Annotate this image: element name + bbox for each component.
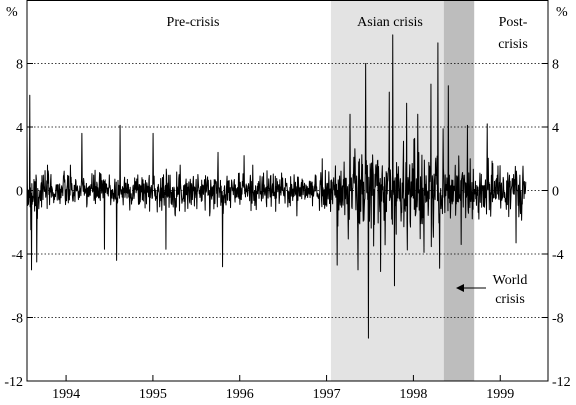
series-layer	[26, 34, 527, 339]
asian-crisis-label: Asian crisis	[357, 15, 423, 30]
world-crisis-label-line1: World	[493, 273, 528, 288]
post-crisis-label-line2: crisis	[498, 37, 528, 52]
ytick-left-label-1: -8	[11, 312, 23, 327]
xtick-label-4: 1998	[399, 387, 427, 400]
xtick-label-2: 1996	[226, 387, 254, 400]
ytick-right-label-2: -4	[552, 248, 564, 263]
left-unit-label: %	[6, 5, 18, 20]
pre-crisis-label: Pre-crisis	[167, 15, 220, 30]
series-line-0	[26, 34, 527, 339]
ytick-right-label-1: -8	[552, 312, 564, 327]
ytick-right-label-0: -12	[552, 375, 571, 390]
ytick-left-label-2: -4	[11, 248, 23, 263]
ytick-left-label-5: 8	[16, 58, 23, 73]
world-crisis-label-line2: crisis	[495, 292, 525, 307]
ytick-left-label-3: 0	[16, 185, 23, 200]
right-unit-label: %	[556, 5, 568, 20]
world-crisis-arrow-icon	[456, 284, 486, 292]
xtick-label-1: 1995	[139, 387, 167, 400]
ytick-left-label-0: -12	[4, 375, 23, 390]
xtick-label-0: 1994	[52, 387, 80, 400]
ytick-right-label-3: 0	[552, 185, 559, 200]
post-crisis-label-line1: Post-	[499, 15, 528, 30]
xtick-label-3: 1997	[313, 387, 341, 400]
ytick-left-label-4: 4	[16, 121, 23, 136]
xtick-label-5: 1999	[486, 387, 514, 400]
ytick-right-label-5: 8	[552, 58, 559, 73]
tick-layer: -12 -12 -8 -8 -4 -4 0 0 4 4 8 8 1994 1995 1996 1997 1998…	[4, 58, 571, 403]
ytick-right-label-4: 4	[552, 121, 559, 136]
